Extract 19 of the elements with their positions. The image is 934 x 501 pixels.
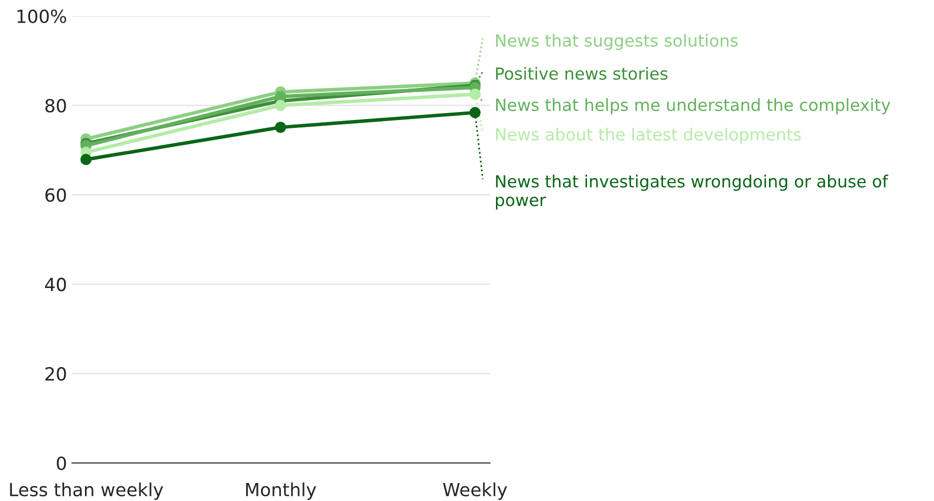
text: News that investigates wrongdoing or abuse of power	[496, 174, 888, 210]
y-tick-label: 0	[56, 456, 66, 470]
text: News that suggests solutions	[496, 34, 738, 50]
x-tick-label: Weekly	[443, 482, 508, 500]
point	[469, 88, 481, 100]
x-tick-label: Monthly	[246, 482, 316, 500]
point	[469, 106, 481, 118]
y-tick-label: 20	[45, 367, 66, 381]
point	[274, 100, 286, 111]
point	[274, 122, 286, 133]
y-tick-label: 100%	[18, 9, 66, 24]
legend-label: Positive news stories	[496, 66, 668, 80]
text: News about the latest developments	[496, 128, 801, 144]
y-tick-label: 80	[45, 98, 66, 113]
y-tick-label: 40	[45, 278, 66, 292]
x-tick-label: Less than weekly	[10, 482, 164, 500]
legend-label: News that helps me understand the complexity	[496, 98, 890, 114]
point	[80, 154, 92, 166]
y-tick-label: 60	[45, 188, 66, 202]
